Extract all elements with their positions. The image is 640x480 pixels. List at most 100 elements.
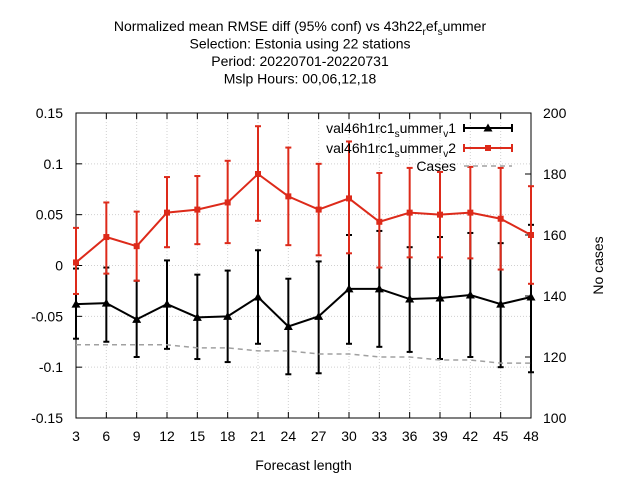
- data-point: [496, 299, 506, 308]
- legend-subscript: s: [395, 129, 400, 140]
- data-point: [344, 284, 354, 293]
- plot-frame: [75, 112, 532, 419]
- axis-ticks: 3 6 9 12 15 18 21 24 27 30 33 36 39 42 45 480.150.10.05…: [31, 105, 566, 444]
- legend-subscript: v: [443, 149, 448, 160]
- x-tick-label: 42: [463, 428, 479, 444]
- x-axis-label: Forecast length: [255, 457, 352, 473]
- legend-text: Cases: [416, 158, 456, 174]
- legend-text: val46h1rc1: [326, 140, 395, 156]
- legend-marker: [483, 123, 493, 132]
- data-point: [164, 209, 170, 216]
- legend-label: val46h1rc1summerv2: [326, 140, 456, 160]
- title-line: Selection: Estonia using 22 stations: [189, 36, 410, 52]
- legend-text: 2: [448, 140, 456, 156]
- y-tick-label: 0.15: [36, 105, 63, 121]
- y2-tick-label: 180: [543, 166, 567, 182]
- legend: val46h1rc1summerv1val46h1rc1summerv2Case…: [326, 120, 513, 174]
- x-tick-label: 33: [372, 428, 388, 444]
- data-point: [224, 199, 231, 206]
- y2-tick-label: 120: [543, 349, 567, 365]
- y2-axis-label: No cases: [590, 236, 606, 294]
- x-tick-label: 6: [102, 428, 110, 444]
- x-tick-label: 24: [281, 428, 297, 444]
- y-tick-label: -0.15: [31, 410, 63, 426]
- x-tick-label: 27: [311, 428, 327, 444]
- title-subscript: r: [423, 27, 427, 38]
- data-point: [101, 298, 111, 307]
- legend-text: ummer: [400, 120, 444, 136]
- series-2: [76, 344, 531, 364]
- y2-tick-label: 100: [543, 410, 567, 426]
- data-point: [465, 290, 475, 299]
- x-tick-label: 36: [402, 428, 418, 444]
- data-point: [223, 311, 233, 320]
- data-point: [437, 211, 443, 218]
- title-line: Period: 20220701-20220731: [211, 53, 389, 69]
- y-tick-label: 0.05: [36, 207, 63, 223]
- title-text: ef: [426, 18, 438, 34]
- chart-title: Normalized mean RMSE diff (95% conf) vs …: [114, 18, 487, 87]
- legend-text: ummer: [400, 140, 444, 156]
- data-point: [314, 311, 324, 320]
- y-tick-label: 0: [55, 258, 63, 274]
- data-point: [162, 299, 172, 308]
- y2-tick-label: 140: [543, 288, 567, 304]
- x-tick-label: 12: [159, 428, 175, 444]
- data-point: [73, 259, 79, 266]
- series-line: [75, 287, 532, 328]
- x-tick-label: 45: [493, 428, 509, 444]
- data-point: [374, 284, 384, 293]
- data-point: [405, 294, 415, 303]
- y-tick-label: -0.05: [31, 308, 63, 324]
- title-text: Selection: Estonia using 22 stations: [189, 36, 410, 52]
- x-tick-label: 18: [220, 428, 236, 444]
- y2-tick-label: 200: [543, 105, 567, 121]
- data-point: [467, 209, 474, 216]
- series-line: [75, 172, 532, 264]
- title-text: Period: 20220701-20220731: [211, 53, 389, 69]
- x-tick-label: 21: [250, 428, 266, 444]
- data-point: [346, 195, 352, 202]
- data-point: [285, 193, 292, 200]
- x-tick-label: 15: [190, 428, 206, 444]
- data-point: [194, 206, 201, 213]
- title-text: ummer: [443, 18, 487, 34]
- legend-text: val46h1rc1: [326, 120, 395, 136]
- title-subscript: s: [438, 27, 443, 38]
- data-point: [103, 234, 110, 241]
- x-tick-label: 3: [72, 428, 80, 444]
- data-point: [255, 171, 261, 177]
- data-point: [132, 314, 142, 323]
- y-tick-label: 0.1: [44, 156, 64, 172]
- x-tick-label: 39: [432, 428, 448, 444]
- data-point: [528, 232, 534, 238]
- y-tick-label: -0.1: [39, 359, 63, 375]
- data-point: [71, 299, 81, 308]
- data-point: [435, 293, 445, 302]
- data-point: [283, 322, 293, 330]
- x-tick-label: 48: [523, 428, 539, 444]
- title-line: Normalized mean RMSE diff (95% conf) vs …: [114, 18, 487, 38]
- data-point: [253, 292, 263, 301]
- x-tick-label: 9: [133, 428, 141, 444]
- x-tick-label: 30: [341, 428, 357, 444]
- title-text: Mslp Hours: 00,06,12,18: [224, 71, 377, 87]
- series-line: [76, 344, 531, 364]
- series: [71, 125, 536, 376]
- legend-label: val46h1rc1summerv1: [326, 120, 456, 140]
- data-point: [192, 312, 202, 321]
- legend-subscript: v: [443, 129, 448, 140]
- y2-tick-label: 160: [543, 227, 567, 243]
- data-point: [376, 218, 383, 225]
- series-1: [73, 125, 534, 295]
- data-point: [315, 206, 322, 213]
- legend-text: 1: [448, 120, 456, 136]
- legend-subscript: s: [395, 149, 400, 160]
- legend-label: Cases: [416, 158, 456, 174]
- title-text: Normalized mean RMSE diff (95% conf) vs …: [114, 18, 423, 34]
- grid: [75, 112, 532, 419]
- legend-marker: [485, 145, 491, 151]
- title-line: Mslp Hours: 00,06,12,18: [224, 71, 377, 87]
- data-point: [526, 292, 536, 301]
